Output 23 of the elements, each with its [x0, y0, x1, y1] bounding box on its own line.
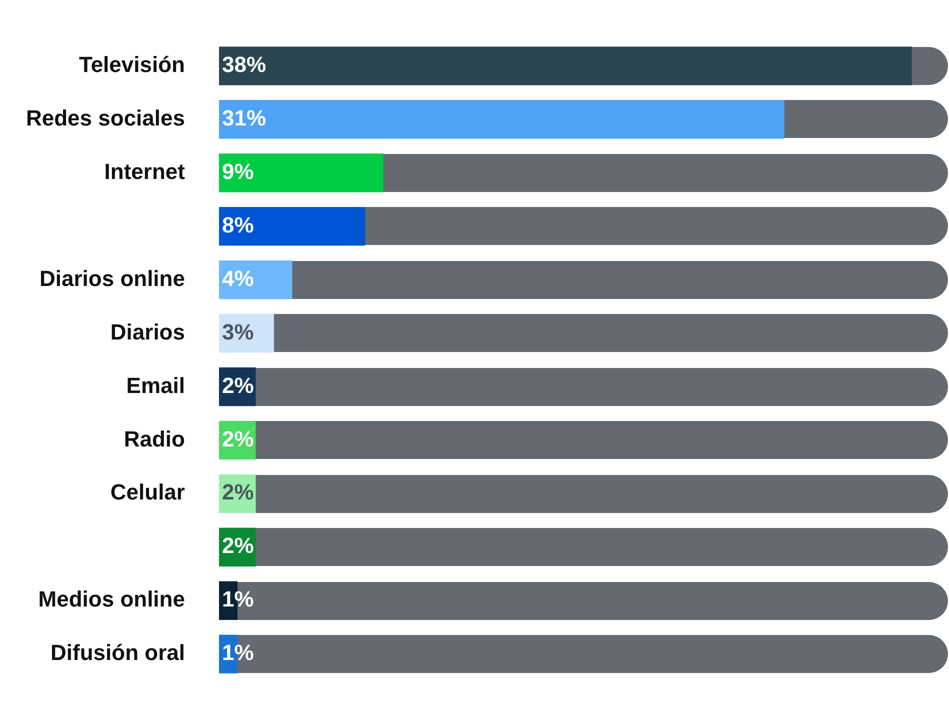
data-label: 2% [222, 372, 254, 398]
y-tick-label: Televisión [79, 52, 185, 77]
y-tick-label: Redes sociales [26, 105, 185, 130]
y-tick-label: Diarios online [40, 266, 185, 291]
bar [218, 260, 292, 300]
data-label: 3% [222, 319, 254, 344]
y-tick-label: Celular [110, 480, 186, 505]
data-label: 2% [222, 533, 254, 558]
data-label: 38% [222, 52, 266, 77]
y-tick-label: Internet [104, 158, 186, 184]
y-tick-label: Radio [124, 426, 185, 452]
data-label: 8% [222, 212, 254, 238]
y-tick-label: Difusión oral [50, 640, 185, 666]
data-label: 4% [222, 266, 254, 291]
data-label: 31% [222, 105, 266, 130]
bar [218, 207, 366, 246]
data-label: 2% [222, 480, 254, 505]
data-label: 2% [222, 426, 254, 452]
y-tick-label: Medios online [38, 586, 185, 612]
data-label: 9% [222, 158, 254, 184]
bar [218, 154, 384, 192]
y-tick-label: Email [126, 372, 185, 398]
y-tick-label: Diarios [110, 319, 185, 344]
